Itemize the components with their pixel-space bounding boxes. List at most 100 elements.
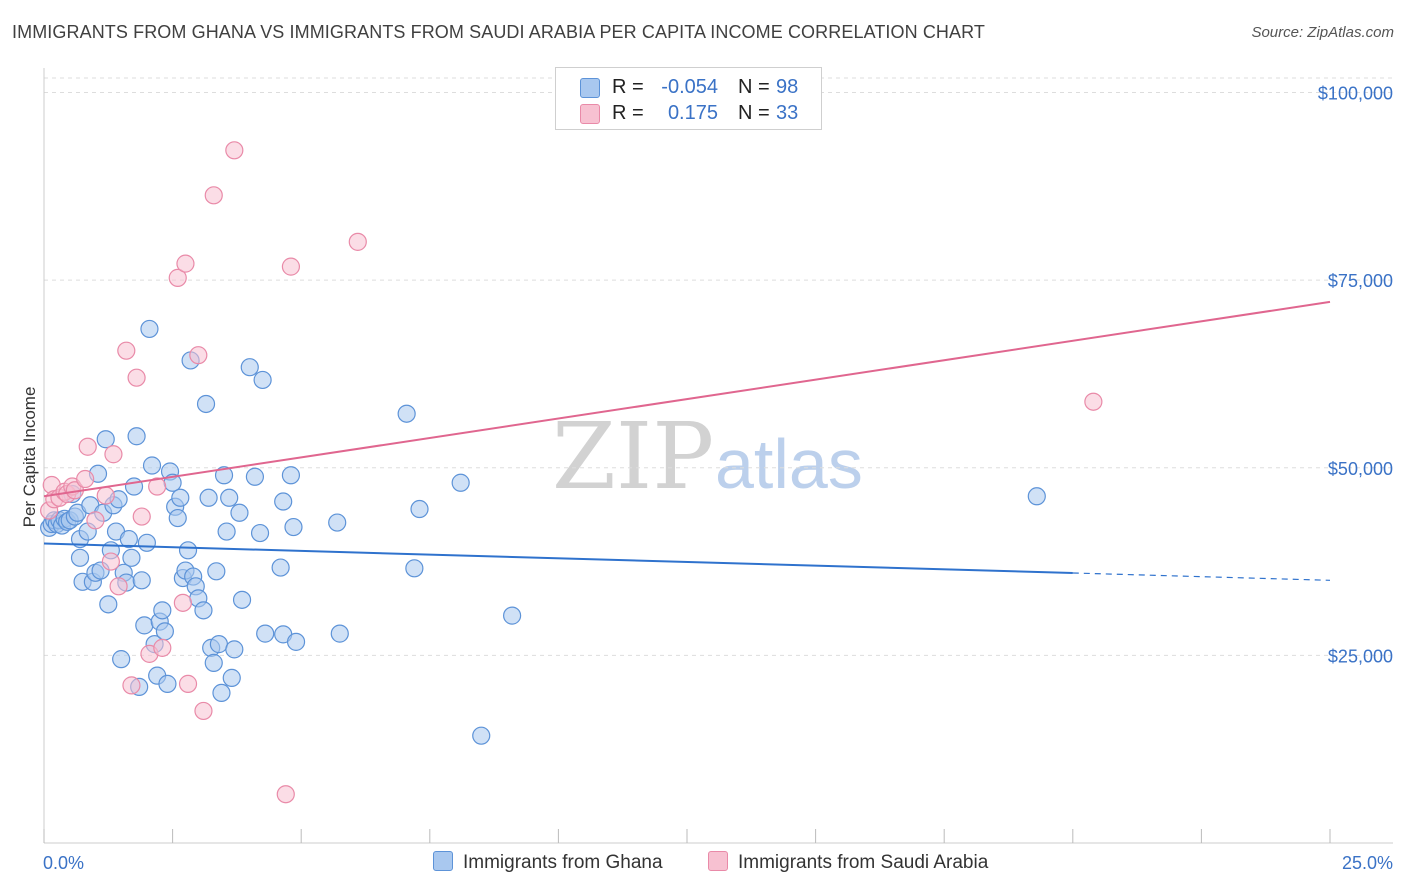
watermark-zip: ZIP (552, 403, 714, 510)
ghana-point (171, 488, 190, 507)
saudi-point (86, 511, 105, 530)
watermark: ZIP atlas (552, 403, 863, 510)
saudi-point (104, 445, 123, 464)
ghana-point (214, 466, 234, 485)
ghana-point (132, 571, 151, 590)
ghana-point (119, 529, 138, 549)
legend-r-label: R = (612, 102, 644, 124)
saudi-point (348, 232, 367, 251)
saudi-point (109, 577, 128, 596)
bottom-legend-label-ghana: Immigrants from Ghana (463, 852, 663, 873)
saudi-point (204, 186, 223, 205)
watermark-atlas: atlas (715, 425, 863, 503)
ghana-point (286, 632, 306, 651)
ghana-point (405, 559, 424, 578)
bottom-legend-swatch-ghana (433, 851, 453, 871)
saudi-point (1084, 392, 1103, 411)
ghana-trend-line-extrapolated (1072, 572, 1331, 581)
legend-r-value: -0.054 (661, 76, 718, 98)
ghana-point (410, 499, 429, 519)
x-tick-label-max: 25.0% (1342, 853, 1393, 873)
ghana-point (158, 674, 177, 693)
ghana-point (153, 601, 172, 620)
ghana-point (472, 726, 491, 745)
saudi-trend-line (43, 300, 1331, 498)
bottom-legend-ghana: Immigrants from Ghana (433, 851, 663, 874)
saudi-point (281, 257, 301, 276)
y-tick-label: $50,000 (1328, 459, 1393, 479)
correlation-legend: R = -0.054 N = 98 R = 0.175 N = 33 (555, 67, 822, 130)
ghana-point (124, 477, 144, 496)
saudi-point (168, 268, 187, 287)
saudi-point (276, 785, 295, 804)
legend-n-label: N = (738, 76, 770, 98)
ghana-point (155, 622, 174, 641)
ghana-point (271, 558, 290, 577)
y-tick-label: $75,000 (1328, 271, 1393, 291)
ghana-point (142, 456, 162, 475)
ghana-point (122, 548, 141, 567)
y-tick-label: $25,000 (1328, 646, 1393, 666)
ghana-point (96, 430, 115, 449)
ghana-trend-line (43, 542, 1073, 574)
ghana-point (207, 562, 226, 581)
ghana-point (330, 624, 349, 643)
ghana-point (222, 668, 241, 687)
ghana-point (250, 523, 270, 543)
saudi-point (78, 437, 97, 456)
legend-swatch-saudi (580, 104, 600, 124)
bottom-legend-label-saudi: Immigrants from Saudi Arabia (738, 852, 989, 873)
saudi-point (178, 674, 198, 693)
saudi-point (148, 477, 167, 496)
ghana-point (204, 653, 223, 672)
y-axis-label: Per Capita Income (20, 387, 39, 528)
ghana-point (168, 508, 187, 528)
saudi-point (189, 346, 208, 365)
ghana-point (217, 522, 236, 541)
saudi-point (127, 368, 146, 387)
ghana-point (256, 624, 275, 643)
saudi-point (101, 552, 120, 571)
ghana-point (225, 640, 244, 659)
axes (43, 68, 1393, 844)
legend-swatch-ghana (580, 78, 600, 98)
ghana-point (397, 404, 416, 423)
ghana-point (70, 548, 90, 567)
legend-r-label: R = (612, 76, 644, 98)
legend-n-value: 33 (776, 102, 799, 124)
saudi-point (225, 141, 244, 160)
saudi-point (153, 638, 172, 657)
source-label: Source: ZipAtlas.com (1251, 24, 1394, 41)
saudi-point (176, 254, 195, 273)
chart-title: IMMIGRANTS FROM GHANA VS IMMIGRANTS FROM… (12, 22, 986, 42)
ghana-point (274, 492, 293, 511)
legend-n-label: N = (738, 102, 770, 124)
y-tick-label: $100,000 (1318, 84, 1393, 104)
saudi-point (194, 701, 213, 721)
ghana-point (137, 533, 156, 552)
ghana-point (230, 503, 249, 522)
bottom-legend-saudi: Immigrants from Saudi Arabia (708, 851, 988, 874)
trend-lines (43, 300, 1331, 581)
bottom-legend-swatch-saudi (708, 851, 728, 871)
legend-n-value: 98 (776, 76, 799, 98)
saudi-point (117, 341, 136, 360)
ghana-point (1027, 487, 1046, 506)
saudi-point (122, 676, 141, 695)
x-tick-label-min: 0.0% (43, 853, 84, 873)
ghana-point (112, 650, 131, 669)
ghana-point (245, 467, 265, 486)
ghana-point (281, 466, 301, 485)
saudi-point (173, 593, 192, 612)
ghana-point (451, 473, 470, 492)
ghana-point (196, 394, 216, 414)
ghana-point (209, 635, 228, 654)
ghana-point (232, 590, 252, 609)
ghana-point (135, 616, 154, 635)
ghana-point (212, 683, 231, 703)
ghana-point (253, 370, 272, 390)
saudi-point (96, 486, 115, 505)
ghana-point (503, 606, 522, 625)
saudi-point (132, 507, 151, 526)
